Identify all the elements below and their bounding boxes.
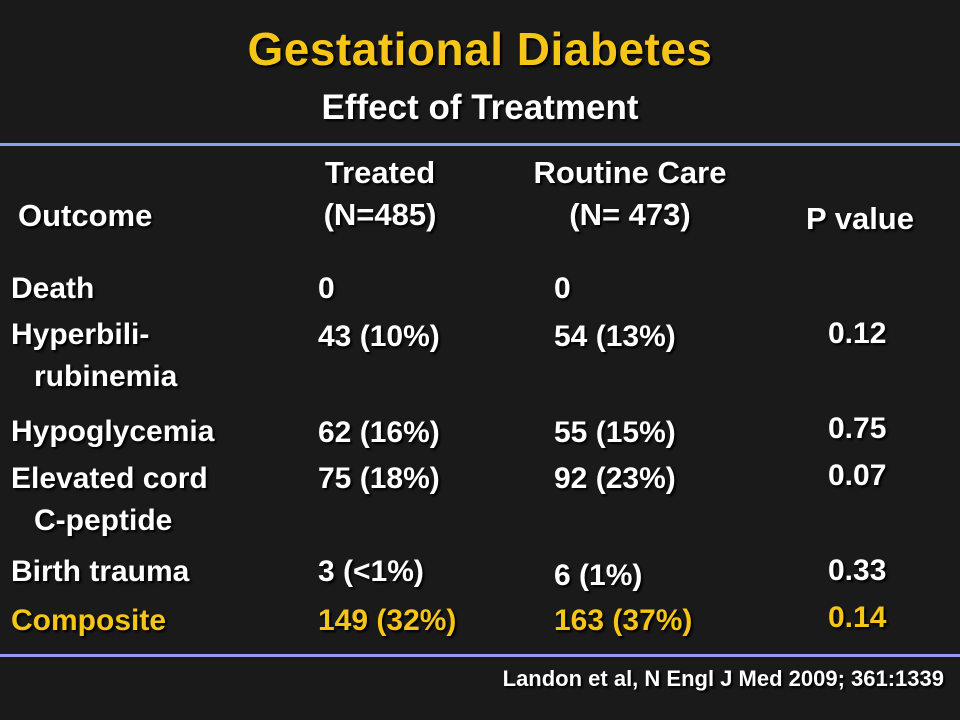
slide-title: Gestational Diabetes [247, 23, 713, 75]
row-hypoglycemia-routine: 55 (15%) [554, 416, 676, 449]
row-cpeptide-routine: 92 (23%) [554, 462, 676, 495]
row-hyperbilirubinemia-routine: 54 (13%) [554, 320, 676, 353]
row-death-routine: 0 [554, 272, 571, 305]
header-p-value: P value [805, 201, 914, 236]
header-routine-label: Routine Care [533, 155, 727, 190]
slide-subtitle: Effect of Treatment [321, 88, 639, 127]
row-birth-trauma-treated: 3 (<1%) [318, 555, 424, 588]
top-divider [0, 143, 960, 146]
row-composite-routine: 163 (37%) [554, 604, 693, 637]
header-treated-label: Treated [324, 155, 436, 190]
row-hypoglycemia-pvalue: 0.75 [828, 412, 887, 445]
row-hyperbilirubinemia-pvalue: 0.12 [828, 317, 887, 350]
header-routine-n: (N= 473) [569, 197, 691, 232]
row-cpeptide-treated: 75 (18%) [318, 462, 440, 495]
row-composite-outcome: Composite [11, 604, 167, 637]
row-hypoglycemia-outcome: Hypoglycemia [11, 415, 215, 448]
header-routine-care: Routine Care (N= 473) [505, 152, 755, 236]
row-birth-trauma-pvalue: 0.33 [828, 554, 887, 587]
header-treated-n: (N=485) [323, 197, 437, 232]
row-cpeptide-pvalue: 0.07 [828, 459, 887, 492]
row-death-outcome: Death [11, 272, 95, 305]
header-outcome: Outcome [18, 198, 153, 233]
row-cpeptide-line1: Elevated cord [11, 462, 208, 495]
row-composite-pvalue: 0.14 [828, 601, 887, 634]
row-birth-trauma-outcome: Birth trauma [11, 555, 190, 588]
header-treated: Treated (N=485) [300, 152, 460, 236]
row-cpeptide-line2: C-peptide [34, 504, 173, 537]
row-hyperbilirubinemia-line1: Hyperbili- [11, 318, 150, 351]
row-birth-trauma-routine: 6 (1%) [554, 559, 643, 592]
row-death-treated: 0 [318, 272, 335, 305]
row-hyperbilirubinemia-treated: 43 (10%) [318, 320, 440, 353]
row-composite-treated: 149 (32%) [318, 604, 457, 637]
row-hypoglycemia-treated: 62 (16%) [318, 416, 440, 449]
bottom-divider [0, 654, 960, 657]
citation: Landon et al, N Engl J Med 2009; 361:133… [502, 666, 944, 691]
row-hyperbilirubinemia-line2: rubinemia [34, 360, 178, 393]
row-cpeptide-outcome: Elevated cord C-peptide [11, 458, 208, 542]
row-hyperbilirubinemia-outcome: Hyperbili- rubinemia [11, 314, 177, 398]
